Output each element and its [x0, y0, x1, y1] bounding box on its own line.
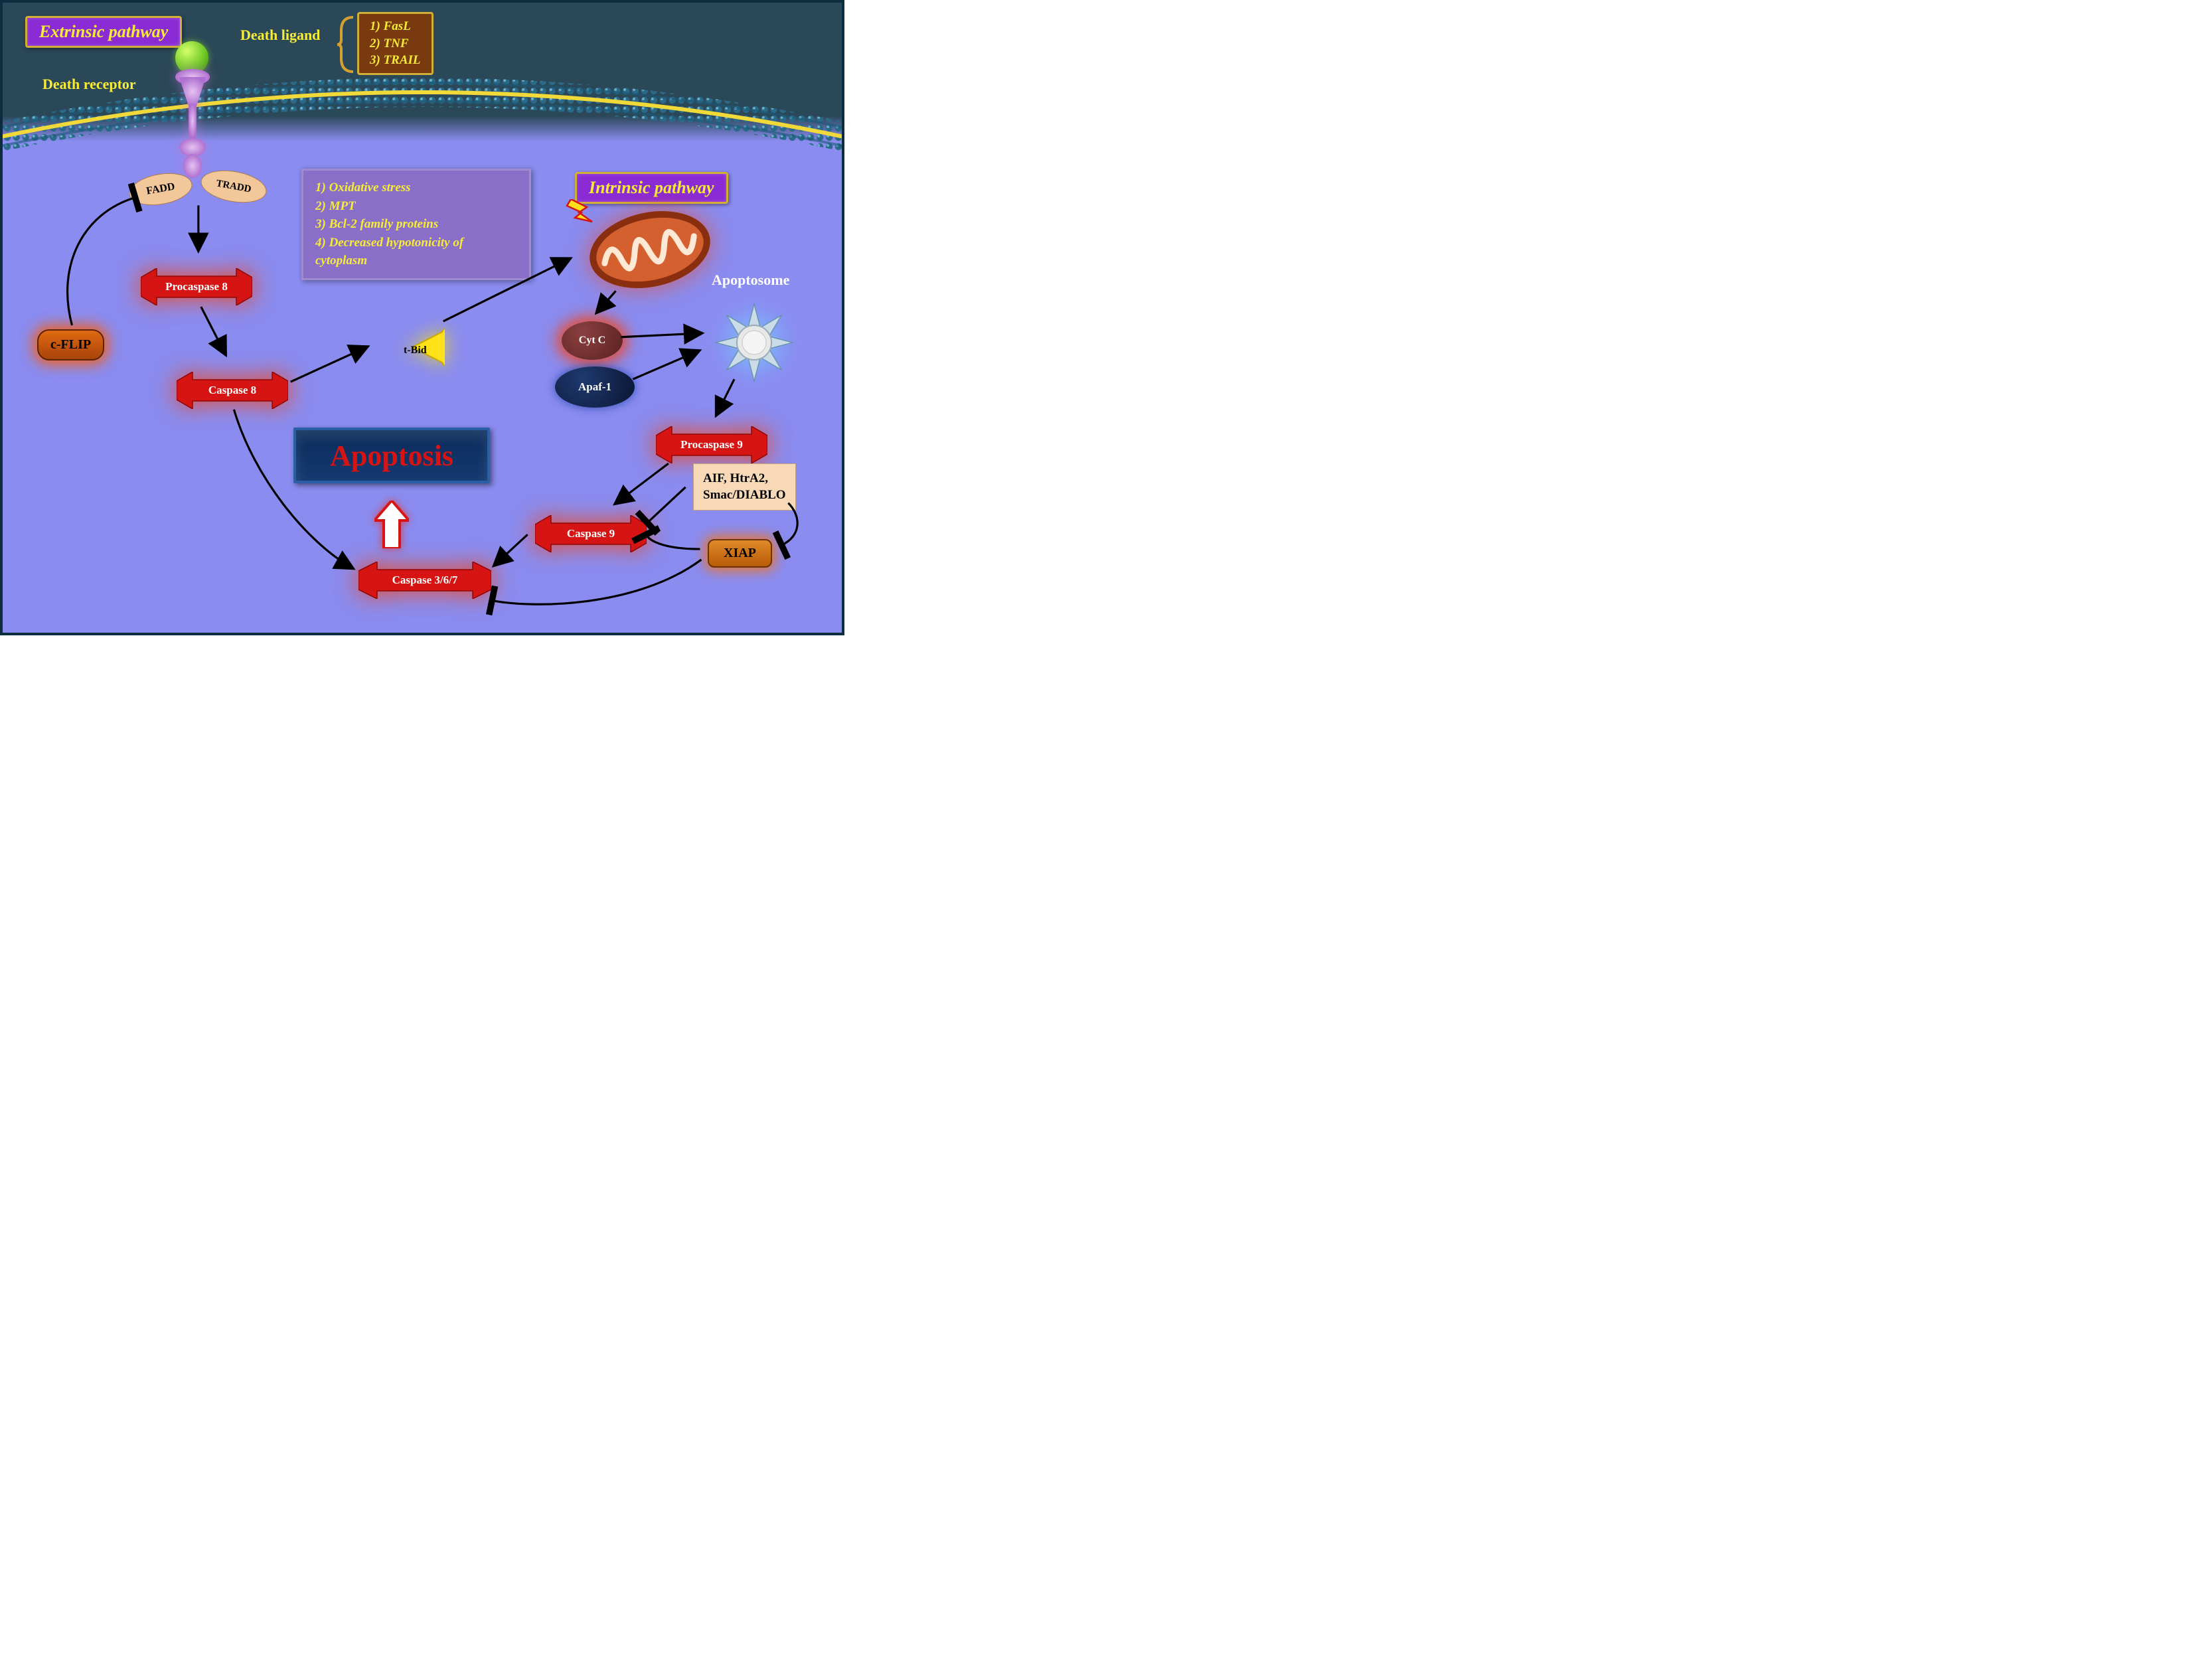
tradd-label: TRADD — [215, 178, 252, 195]
stress-item: 2) MPT — [315, 197, 517, 216]
procaspase8-banner: Procaspase 8 — [141, 268, 252, 305]
stress-item: cytoplasm — [315, 252, 517, 270]
stress-item: 1) Oxidative stress — [315, 179, 517, 197]
procasp9-to-casp9 — [615, 463, 669, 504]
cflip-node: c-FLIP — [37, 329, 104, 360]
diagram-canvas: Extrinsic pathway Intrinsic pathway Deat… — [0, 0, 844, 635]
apaf1-node: Apaf-1 — [555, 366, 635, 408]
casp8-to-tbid — [291, 347, 368, 382]
death-ligand-list: 1) FasL 2) TNF 3) TRAIL — [357, 12, 434, 75]
apoptosome-icon — [714, 303, 794, 382]
procaspase9-label: Procaspase 9 — [680, 438, 743, 451]
fadd-label: FADD — [145, 181, 176, 197]
ligand-item: 3) TRAIL — [370, 52, 421, 69]
death-receptor-icon — [170, 68, 215, 181]
apoptosome-label: Apoptosome — [712, 272, 789, 289]
cytc-label: Cyt C — [579, 335, 605, 347]
intrinsic-pathway-title: Intrinsic pathway — [575, 172, 728, 204]
aif-box: AIF, HtrA2, Smac/DIABLO — [693, 463, 796, 511]
death-receptor-label: Death receptor — [42, 76, 136, 93]
caspase8-label: Caspase 8 — [208, 384, 256, 397]
caspase367-label: Caspase 3/6/7 — [392, 574, 458, 587]
intrinsic-title-text: Intrinsic pathway — [589, 178, 714, 197]
apaf1-label: Apaf-1 — [578, 380, 611, 394]
death-ligand-label: Death ligand — [240, 27, 320, 44]
apoptosome-to-procasp9 — [716, 379, 734, 416]
xiap-node: XIAP — [708, 539, 772, 568]
caspase9-label: Caspase 9 — [567, 527, 615, 540]
stress-item: 4) Decreased hypotonicity of — [315, 234, 517, 252]
ligand-item: 1) FasL — [370, 18, 421, 35]
procasp8-to-casp8 — [201, 307, 226, 355]
mito-to-cytc — [596, 291, 616, 313]
ligand-item: 2) TNF — [370, 35, 421, 52]
aif-line: AIF, HtrA2, — [703, 471, 786, 487]
procaspase9-banner: Procaspase 9 — [656, 426, 767, 463]
mitochondrion-icon — [587, 210, 713, 289]
ligand-bracket — [337, 15, 357, 74]
caspase367-banner: Caspase 3/6/7 — [358, 562, 491, 599]
casp9-to-casp367 — [493, 534, 528, 566]
apoptosis-block: Apoptosis — [293, 428, 490, 483]
extrinsic-title-text: Extrinsic pathway — [39, 22, 168, 41]
cytc-node: Cyt C — [562, 321, 623, 360]
intrinsic-stimuli-list: 1) Oxidative stress 2) MPT 3) Bcl-2 fami… — [301, 169, 531, 280]
aif-to-casp9 — [647, 487, 686, 523]
xiap-to-casp9 — [646, 534, 700, 549]
tbid-label: t-Bid — [404, 345, 427, 356]
apoptosis-text: Apoptosis — [330, 439, 453, 473]
extrinsic-pathway-title: Extrinsic pathway — [25, 16, 182, 48]
caspase9-banner: Caspase 9 — [535, 515, 647, 552]
tradd-node: TRADD — [198, 166, 269, 208]
cytc-to-apoptosome — [621, 333, 702, 337]
cflip-label: c-FLIP — [50, 337, 91, 352]
aif-line: Smac/DIABLO — [703, 487, 786, 504]
apaf-to-apoptosome — [633, 351, 700, 380]
up-arrow-icon — [374, 501, 409, 548]
cflip-to-fadd — [68, 198, 135, 325]
procaspase8-label: Procaspase 8 — [165, 280, 228, 293]
tbid-node: t-Bid — [380, 315, 445, 380]
stress-item: 3) Bcl-2 family proteins — [315, 215, 517, 234]
xiap-to-casp367 — [492, 560, 701, 604]
caspase8-banner: Caspase 8 — [177, 372, 288, 409]
xiap-label: XIAP — [724, 546, 756, 560]
